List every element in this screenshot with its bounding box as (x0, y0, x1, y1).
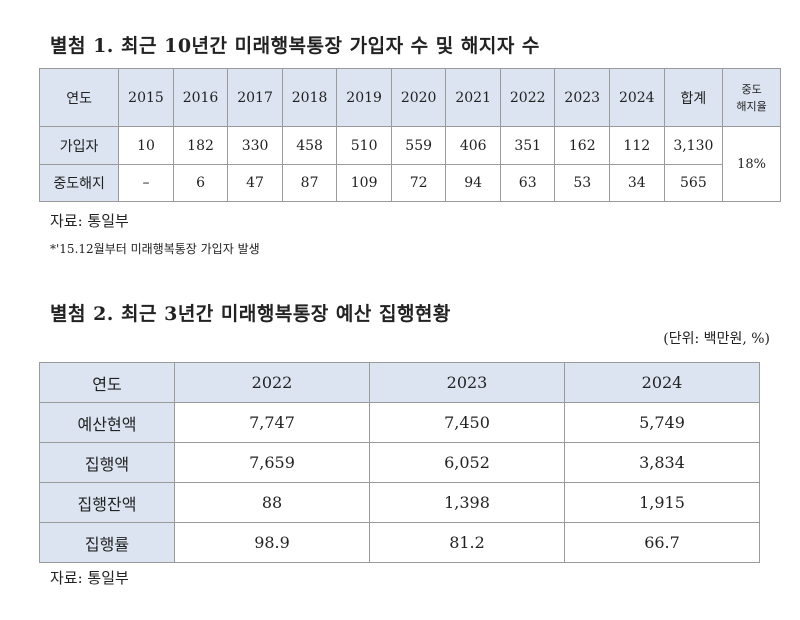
row-label-remaining: 집행잔액 (39, 482, 175, 523)
year-cell: 2022 (174, 362, 370, 403)
row-label-execution-rate: 집행률 (39, 522, 175, 563)
table-cell: 7,659 (174, 442, 370, 483)
table2-title: 별첨 2. 최근 3년간 미래행복통장 예산 집행현황 (50, 303, 451, 325)
table-cell: 5,749 (564, 402, 760, 443)
subscribers-cancellations-table: 연도 2015 2016 2017 2018 2019 2020 2021 20… (38, 68, 781, 202)
rate-header-line2: 해지율 (736, 99, 767, 113)
year-cell: 2020 (390, 68, 447, 127)
year-cell: 2015 (118, 68, 174, 127)
year-cell: 2019 (336, 68, 392, 127)
table-row: 집행잔액 88 1,398 1,915 (39, 482, 760, 523)
table-row: 중도해지 – 6 47 87 109 72 94 63 53 34 565 (38, 164, 781, 202)
table-cell: 98.9 (174, 522, 370, 563)
year-header: 연도 (38, 68, 120, 127)
table-cell: 559 (390, 126, 447, 165)
year-cell: 2024 (564, 362, 760, 403)
total-cell: 3,130 (663, 126, 724, 165)
table-cell: 330 (227, 126, 283, 165)
table-cell: 88 (174, 482, 370, 523)
cancellation-rate-value: 18% (722, 126, 781, 202)
table-row: 집행액 7,659 6,052 3,834 (39, 442, 760, 483)
year-header: 연도 (39, 362, 175, 403)
table-row: 가입자 10 182 330 458 510 559 406 351 162 1… (38, 126, 781, 202)
row-label-subscribers: 가입자 (38, 126, 120, 165)
table-cell: 94 (445, 164, 501, 202)
year-cell: 2023 (369, 362, 565, 403)
row-label-cancellations: 중도해지 (38, 164, 120, 202)
total-header: 합계 (663, 68, 724, 127)
table-cell: 6 (172, 164, 229, 202)
table-cell: 510 (336, 126, 392, 165)
table-cell: 34 (609, 164, 665, 202)
table-cell: 47 (227, 164, 283, 202)
year-cell: 2022 (499, 68, 556, 127)
budget-execution-table: 연도 2022 2023 2024 예산현액 7,747 7,450 5,749… (39, 362, 760, 563)
table-cell: 351 (499, 126, 556, 165)
unit-label: (단위: 백만원, %) (663, 331, 770, 347)
table-cell: 63 (499, 164, 556, 202)
table-cell: 7,747 (174, 402, 370, 443)
table-cell: 406 (445, 126, 501, 165)
table-cell: 1,398 (369, 482, 565, 523)
table-cell: 3,834 (564, 442, 760, 483)
table-cell: – (118, 164, 174, 202)
year-cell: 2017 (227, 68, 283, 127)
table1-footnote: *'15.12월부터 미래행복통장 가입자 발생 (50, 242, 260, 256)
table-cell: 72 (390, 164, 447, 202)
table-cell: 66.7 (564, 522, 760, 563)
year-cell: 2018 (281, 68, 338, 127)
table-header-row: 연도 2015 2016 2017 2018 2019 2020 2021 20… (38, 68, 781, 127)
year-cell: 2016 (172, 68, 229, 127)
cancellation-rate-header: 중도 해지율 (722, 68, 781, 127)
year-cell: 2024 (609, 68, 665, 127)
table-cell: 112 (609, 126, 665, 165)
row-label-budget: 예산현액 (39, 402, 175, 443)
table-header-row: 연도 2022 2023 2024 (39, 362, 760, 403)
table2-source: 자료: 통일부 (50, 569, 129, 587)
total-cell: 565 (663, 164, 724, 202)
table-cell: 182 (172, 126, 229, 165)
table-cell: 53 (554, 164, 611, 202)
table-row: 집행률 98.9 81.2 66.7 (39, 522, 760, 563)
table1-title: 별첨 1. 최근 10년간 미래행복통장 가입자 수 및 해지자 수 (50, 35, 540, 57)
row-label-executed: 집행액 (39, 442, 175, 483)
table-row: 예산현액 7,747 7,450 5,749 (39, 402, 760, 443)
table-cell: 458 (281, 126, 338, 165)
table-cell: 6,052 (369, 442, 565, 483)
table-cell: 87 (281, 164, 338, 202)
table-cell: 10 (118, 126, 174, 165)
table-cell: 7,450 (369, 402, 565, 443)
table-cell: 109 (336, 164, 392, 202)
table1-source: 자료: 통일부 (50, 212, 129, 230)
year-cell: 2021 (445, 68, 501, 127)
table-cell: 81.2 (369, 522, 565, 563)
table-cell: 162 (554, 126, 611, 165)
rate-header-line1: 중도 (741, 82, 762, 96)
year-cell: 2023 (554, 68, 611, 127)
table-cell: 1,915 (564, 482, 760, 523)
